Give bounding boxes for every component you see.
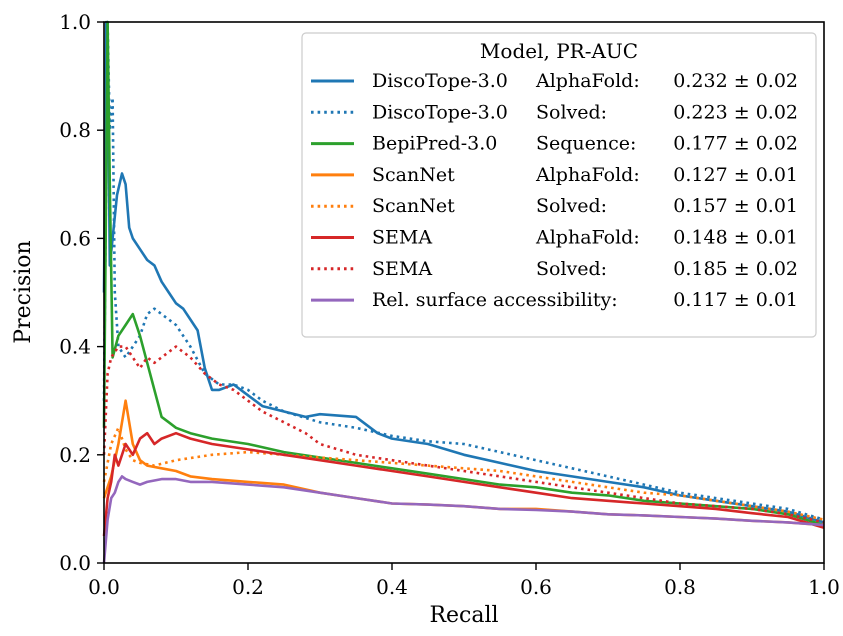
legend-score: 0.223 ± 0.02 xyxy=(673,101,798,123)
legend-structure: AlphaFold: xyxy=(535,70,640,92)
legend-model: ScanNet xyxy=(372,164,455,186)
y-tick-label: 0.8 xyxy=(59,118,91,142)
y-tick-label: 1.0 xyxy=(59,10,91,34)
legend-score: 0.232 ± 0.02 xyxy=(673,70,798,92)
legend-frame xyxy=(301,32,817,338)
legend-title: Model, PR-AUC xyxy=(480,39,638,63)
legend-structure: Solved: xyxy=(536,258,607,280)
y-tick-label: 0.4 xyxy=(59,335,91,359)
series-6-line xyxy=(102,345,825,524)
legend-score: 0.127 ± 0.01 xyxy=(673,164,798,186)
legend-model: ScanNet xyxy=(372,195,455,217)
plot-frame xyxy=(103,21,825,564)
y-tick-label: 0.2 xyxy=(59,443,91,467)
x-tick-label: 0.0 xyxy=(88,575,120,599)
legend-model: BepiPred-3.0 xyxy=(372,133,497,155)
legend-structure: AlphaFold: xyxy=(535,227,640,249)
x-tick-label: 1.0 xyxy=(808,575,840,599)
legend-score: 0.117 ± 0.01 xyxy=(673,289,798,311)
legend-model: DiscoTope-3.0 xyxy=(372,70,508,92)
x-tick-label: 0.4 xyxy=(376,575,408,599)
y-axis-label: Precision xyxy=(11,240,36,343)
series-7-line xyxy=(102,475,825,564)
x-tick-label: 0.2 xyxy=(232,575,264,599)
x-tick-label: 0.6 xyxy=(520,575,552,599)
legend-structure: Sequence: xyxy=(536,133,636,155)
legend-model: SEMA xyxy=(372,258,432,280)
legend-score: 0.177 ± 0.02 xyxy=(673,133,798,155)
curves-layer xyxy=(102,20,825,564)
legend-model: SEMA xyxy=(372,227,432,249)
legend-structure: AlphaFold: xyxy=(535,164,640,186)
series-2-line xyxy=(102,20,825,527)
legend-score: 0.148 ± 0.01 xyxy=(673,227,798,249)
legend-model: Rel. surface accessibility: xyxy=(372,289,618,311)
legend-structure: Solved: xyxy=(536,195,607,217)
series-0-line xyxy=(102,20,825,524)
series-1-line xyxy=(102,20,825,521)
legend-structure: Solved: xyxy=(536,101,607,123)
series-4-line xyxy=(102,426,825,521)
legend-score: 0.157 ± 0.01 xyxy=(673,195,798,217)
x-tick-label: 0.8 xyxy=(664,575,696,599)
series-5-line xyxy=(102,431,825,537)
x-axis-label: Recall xyxy=(429,603,498,628)
legend: Model, PR-AUC DiscoTope-3.0 AlphaFold: 0.2… xyxy=(301,32,817,338)
y-tick-label: 0.0 xyxy=(59,551,91,575)
axis-ticks: 0.0 0.2 0.4 0.6 0.8 1.0 0.0 0.2 0.4 0.6 0.8 1.0 xyxy=(59,10,840,599)
legend-model: DiscoTope-3.0 xyxy=(372,101,508,123)
legend-score: 0.185 ± 0.02 xyxy=(673,258,798,280)
y-tick-label: 0.6 xyxy=(59,226,91,250)
